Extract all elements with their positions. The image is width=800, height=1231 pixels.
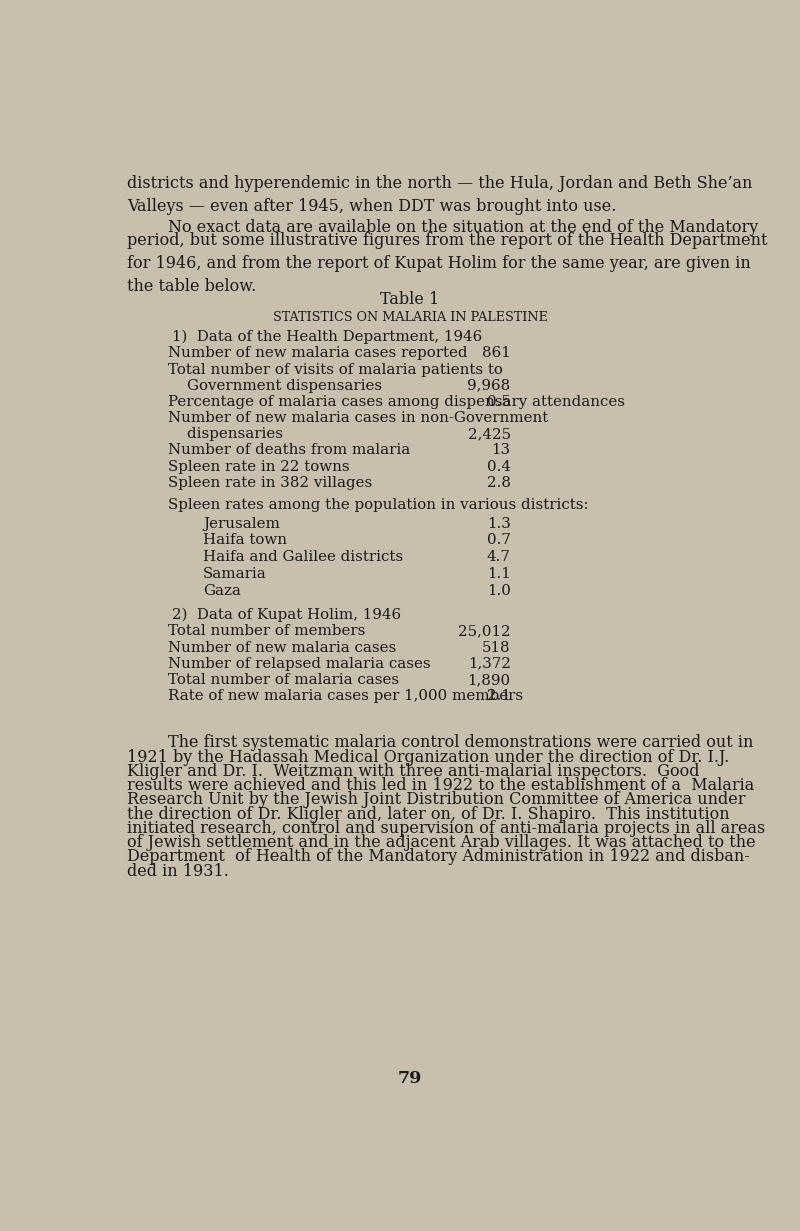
Text: period, but some illustrative figures from the report of the Health Department
f: period, but some illustrative figures fr… [127,233,768,295]
Text: initiated research, control and supervision of anti-malaria projects in all area: initiated research, control and supervis… [127,820,766,837]
Text: Percentage of malaria cases among dispensary attendances: Percentage of malaria cases among dispen… [168,395,626,409]
Text: 1,372: 1,372 [468,656,510,671]
Text: dispensaries: dispensaries [168,427,283,441]
Text: 518: 518 [482,640,510,655]
Text: No exact data are available on the situation at the end of the Mandatory: No exact data are available on the situa… [127,219,758,235]
Text: Jerusalem: Jerusalem [203,517,280,531]
Text: Total number of malaria cases: Total number of malaria cases [168,673,399,687]
Text: 9,968: 9,968 [467,379,510,393]
Text: results were achieved and this led in 1922 to the establishment of a  Malaria: results were achieved and this led in 19… [127,777,754,794]
Text: Number of new malaria cases: Number of new malaria cases [168,640,397,655]
Text: 1,890: 1,890 [468,673,510,687]
Text: 2.1: 2.1 [487,689,510,703]
Text: 0.4: 0.4 [486,459,510,474]
Text: 0.5: 0.5 [487,395,510,409]
Text: 25,012: 25,012 [458,624,510,639]
Text: ded in 1931.: ded in 1931. [127,863,229,880]
Text: Total number of members: Total number of members [168,624,366,639]
Text: Number of relapsed malaria cases: Number of relapsed malaria cases [168,656,431,671]
Text: 4.7: 4.7 [487,550,510,565]
Text: Number of new malaria cases reported: Number of new malaria cases reported [168,346,468,361]
Text: Kligler and Dr. I.  Weitzman with three anti-malarial inspectors.  Good: Kligler and Dr. I. Weitzman with three a… [127,763,700,780]
Text: of Jewish settlement and in the adjacent Arab villages. It was attached to the: of Jewish settlement and in the adjacent… [127,835,756,851]
Text: 1.1: 1.1 [487,567,510,581]
Text: districts and hyperendemic in the north — the Hula, Jordan and Beth She’an
Valle: districts and hyperendemic in the north … [127,176,753,215]
Text: Total number of visits of malaria patients to: Total number of visits of malaria patien… [168,363,503,377]
Text: 0.7: 0.7 [487,533,510,548]
Text: Spleen rate in 22 towns: Spleen rate in 22 towns [168,459,350,474]
Text: Department  of Health of the Mandatory Administration in 1922 and disban-: Department of Health of the Mandatory Ad… [127,848,750,865]
Text: 1.0: 1.0 [487,585,510,598]
Text: the direction of Dr. Kligler and, later on, of Dr. I. Shapiro.  This institution: the direction of Dr. Kligler and, later … [127,805,730,822]
Text: Table 1: Table 1 [380,291,440,308]
Text: 2)  Data of Kupat Holim, 1946: 2) Data of Kupat Holim, 1946 [172,607,401,622]
Text: Spleen rate in 382 villages: Spleen rate in 382 villages [168,475,373,490]
Text: Number of new malaria cases in non-Government: Number of new malaria cases in non-Gover… [168,411,549,425]
Text: 861: 861 [482,346,510,361]
Text: Haifa town: Haifa town [203,533,287,548]
Text: Spleen rates among the population in various districts:: Spleen rates among the population in var… [168,499,589,512]
Text: The first systematic malaria control demonstrations were carried out in: The first systematic malaria control dem… [127,735,754,751]
Text: Samaria: Samaria [203,567,267,581]
Text: Gaza: Gaza [203,585,241,598]
Text: 1.3: 1.3 [487,517,510,531]
Text: 2.8: 2.8 [486,475,510,490]
Text: 2,425: 2,425 [468,427,510,441]
Text: Number of deaths from malaria: Number of deaths from malaria [168,443,410,458]
Text: 79: 79 [398,1070,422,1087]
Text: Rate of new malaria cases per 1,000 members: Rate of new malaria cases per 1,000 memb… [168,689,523,703]
Text: 13: 13 [492,443,510,458]
Text: Research Unit by the Jewish Joint Distribution Committee of America under: Research Unit by the Jewish Joint Distri… [127,792,746,809]
Text: Haifa and Galilee districts: Haifa and Galilee districts [203,550,403,565]
Text: STATISTICS ON MALARIA IN PALESTINE: STATISTICS ON MALARIA IN PALESTINE [273,311,547,324]
Text: 1)  Data of the Health Department, 1946: 1) Data of the Health Department, 1946 [172,330,482,343]
Text: 1921 by the Hadassah Medical Organization under the direction of Dr. I.J.: 1921 by the Hadassah Medical Organizatio… [127,748,730,766]
Text: Government dispensaries: Government dispensaries [168,379,382,393]
